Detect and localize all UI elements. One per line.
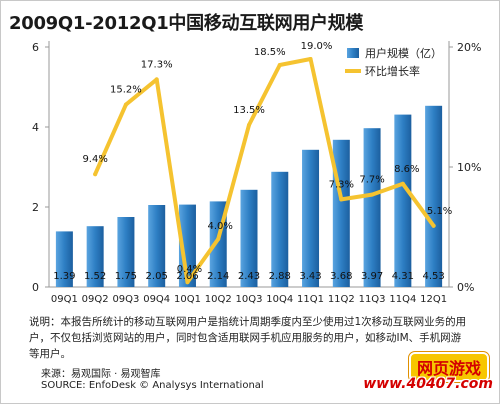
bar (394, 114, 412, 287)
y-right-tick-label: 10% (457, 161, 481, 174)
legend-bar-swatch (347, 48, 359, 58)
growth-value-label: 19.0% (301, 41, 333, 52)
bar-value-label: 4.53 (422, 271, 444, 282)
x-tick-label: 11Q1 (297, 294, 324, 305)
growth-value-label: 5.1% (427, 206, 452, 217)
growth-value-label: 18.5% (254, 47, 286, 58)
growth-point (247, 123, 251, 127)
growth-point (185, 280, 190, 285)
growth-point (277, 63, 282, 67)
bar-value-label: 2.88 (269, 271, 291, 282)
x-tick-label: 10Q3 (236, 294, 263, 305)
y-right-tick-label: 20% (457, 41, 481, 54)
x-tick-label: 11Q3 (359, 294, 386, 305)
y-left-tick-label: 6 (32, 41, 39, 54)
growth-point (431, 223, 436, 228)
growth-value-label: 9.4% (82, 154, 107, 165)
bar-value-label: 2.05 (146, 271, 168, 282)
growth-point (154, 77, 159, 82)
source-chinese: 来源：易观国际 · 易观智库 (41, 369, 161, 380)
growth-value-label: 4.0% (208, 221, 233, 232)
x-tick-label: 10Q2 (205, 294, 232, 305)
x-tick-label: 12Q1 (420, 294, 447, 305)
growth-value-label: 13.5% (233, 105, 265, 116)
bar (425, 105, 443, 287)
y-left-tick-label: 0 (32, 281, 39, 294)
bar (148, 205, 166, 287)
growth-point (339, 197, 344, 202)
chart-title: 2009Q1-2012Q1中国移动互联网用户规模 (9, 13, 364, 34)
x-tick-label: 11Q2 (328, 294, 355, 305)
growth-value-label: 8.6% (394, 164, 419, 175)
bar-value-label: 1.52 (84, 271, 106, 282)
bar-value-label: 2.14 (207, 271, 229, 282)
growth-value-label: 0.4% (177, 264, 202, 275)
bar-value-label: 2.43 (238, 271, 260, 282)
growth-value-label: 17.3% (141, 59, 173, 70)
bar-value-label: 4.31 (392, 271, 414, 282)
growth-value-label: 15.2% (110, 85, 142, 96)
x-tick-label: 09Q4 (143, 294, 170, 305)
y-left-tick-label: 2 (32, 201, 39, 214)
bar (55, 231, 73, 287)
chart-legend: 用户规模（亿） 环比增长率 (345, 46, 442, 78)
bar (302, 149, 320, 287)
x-tick-label: 09Q2 (82, 294, 109, 305)
watermark-url: www.40407.com (363, 376, 493, 392)
chart-note: 说明：本报告所统计的移动互联网用户是指统计周期季度内至少使用过1次移动互联网业务… (29, 316, 467, 360)
bar-value-label: 3.97 (361, 271, 383, 282)
site-watermark: 网页游戏 www.40407.com (363, 352, 493, 398)
x-tick-label: 10Q4 (266, 294, 293, 305)
growth-point (216, 237, 221, 241)
bar-value-label: 2.06 (176, 271, 198, 282)
growth-point (308, 57, 313, 61)
bar (363, 128, 381, 287)
y-right-tick-label: 0% (457, 281, 474, 294)
bar (240, 189, 258, 287)
growth-point (123, 102, 128, 107)
x-tick-label: 10Q1 (174, 294, 201, 305)
source-english: SOURCE: EnfoDesk © Analysys Internationa… (41, 380, 264, 391)
growth-point (93, 172, 98, 177)
y-left-tick-label: 4 (32, 121, 39, 134)
legend-bar-label: 用户规模（亿） (365, 46, 442, 60)
x-tick-label: 09Q3 (112, 294, 139, 305)
bar-value-label: 1.39 (53, 271, 75, 282)
bar-value-label: 3.68 (330, 271, 352, 282)
growth-point (400, 181, 405, 186)
growth-value-label: 7.3% (329, 179, 354, 190)
bar (332, 139, 350, 287)
growth-line (93, 57, 436, 285)
watermark-title: 网页游戏 (408, 352, 489, 382)
bar (86, 226, 104, 287)
growth-point (370, 192, 375, 197)
bar-value-label: 1.75 (115, 271, 137, 282)
legend-line-label: 环比增长率 (365, 64, 420, 78)
x-tick-label: 09Q1 (51, 294, 78, 305)
x-tick-label: 11Q4 (389, 294, 416, 305)
bar-value-label: 3.43 (299, 271, 321, 282)
growth-value-label: 7.7% (359, 175, 384, 186)
bar (117, 217, 135, 287)
bar (271, 171, 289, 287)
